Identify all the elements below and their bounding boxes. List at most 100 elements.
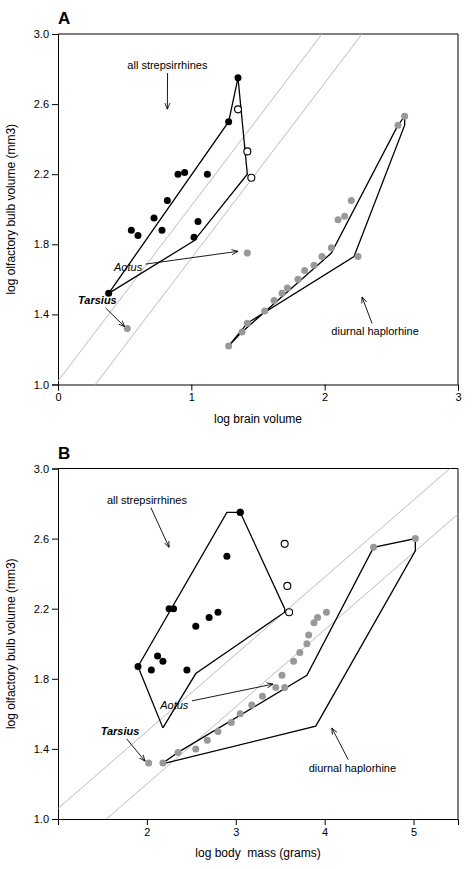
y-axis-label: log olfactory bulb volume (mm3) <box>4 124 18 295</box>
tick: 2.6 <box>34 98 58 110</box>
point-group <box>145 759 152 766</box>
point <box>204 737 211 744</box>
tick: 2.2 <box>34 168 58 180</box>
point <box>284 285 291 292</box>
tick-label: 3 <box>455 391 461 403</box>
point-group <box>237 509 244 516</box>
y-axis: 1.01.41.82.22.63.0 <box>34 28 59 391</box>
annotation-arrow <box>146 251 238 264</box>
point <box>159 759 166 766</box>
point <box>215 609 222 616</box>
point <box>145 759 152 766</box>
point <box>284 582 291 589</box>
point <box>323 609 330 616</box>
point <box>335 216 342 223</box>
point-group <box>105 118 232 297</box>
annotation-arrow <box>362 297 372 324</box>
point <box>228 719 235 726</box>
point <box>261 307 268 314</box>
tick-label: 2 <box>144 826 150 838</box>
marks <box>58 34 458 385</box>
tick: 3 <box>233 819 239 838</box>
hull-line <box>163 539 415 763</box>
x-axis: 0123 <box>55 385 461 404</box>
tick-mark <box>191 385 192 391</box>
point <box>319 253 326 260</box>
point <box>279 290 286 297</box>
tick-mark <box>52 469 58 470</box>
point <box>183 667 190 674</box>
tick: 4 <box>322 819 328 838</box>
point <box>151 215 158 222</box>
x-axis: 2345 <box>59 819 459 838</box>
tick: 1.4 <box>34 743 58 755</box>
point <box>235 74 242 81</box>
tick-mark <box>236 819 237 825</box>
annotation: diurnal haplorhine <box>309 762 396 774</box>
hull-line <box>229 116 405 346</box>
reference-line <box>58 34 458 381</box>
point <box>348 197 355 204</box>
point <box>237 509 244 516</box>
tick-mark <box>52 679 58 680</box>
tick-label: 3.0 <box>34 463 49 475</box>
title: B <box>58 444 70 463</box>
tick-mark <box>52 244 58 245</box>
point <box>206 614 213 621</box>
point <box>195 218 202 225</box>
point-group <box>244 250 251 257</box>
tick-label: 2.2 <box>34 603 49 615</box>
tick-label: 2.6 <box>34 533 49 545</box>
point-group <box>124 325 131 332</box>
annotations: all strepsirrhinesAotusTarsiusdiurnal ha… <box>78 59 419 337</box>
tick-mark <box>52 34 58 35</box>
tick-label: 1 <box>189 391 195 403</box>
tick-mark <box>52 385 58 386</box>
tick-label: 2.2 <box>34 168 49 180</box>
point <box>192 745 199 752</box>
annotation-arrow <box>151 508 169 548</box>
annotation-arrow <box>167 73 168 109</box>
point <box>148 667 155 674</box>
annotation: diurnal haplorhine <box>331 325 418 337</box>
point <box>204 171 211 178</box>
point <box>248 702 255 709</box>
tick: 1.4 <box>34 308 58 320</box>
point <box>239 328 246 335</box>
point <box>244 148 251 155</box>
tick-label: 4 <box>322 826 328 838</box>
point <box>303 640 310 647</box>
title: A <box>58 9 70 28</box>
tick-mark <box>458 385 459 391</box>
point <box>286 609 293 616</box>
annotation: all strepsirrhines <box>127 59 208 71</box>
point-group <box>235 74 242 81</box>
point <box>259 693 266 700</box>
annotations: all strepsirrhinesAotusTarsiusdiurnal ha… <box>101 494 396 774</box>
axis-line <box>59 385 459 391</box>
tick-mark <box>52 539 58 540</box>
point <box>135 232 142 239</box>
point <box>412 535 419 542</box>
tick: 1.8 <box>34 238 58 250</box>
tick: 3.0 <box>34 463 58 475</box>
point <box>244 320 251 327</box>
point <box>314 614 321 621</box>
point <box>192 623 199 630</box>
point <box>235 106 242 113</box>
point <box>296 649 303 656</box>
point <box>395 122 402 129</box>
tick: 1.0 <box>34 379 58 391</box>
point <box>191 234 198 241</box>
tick-mark <box>325 819 326 825</box>
point <box>248 174 255 181</box>
point <box>159 658 166 665</box>
tick-mark <box>147 819 148 825</box>
point <box>135 663 142 670</box>
point <box>164 197 171 204</box>
frame <box>58 468 458 469</box>
point-group <box>225 113 408 350</box>
point <box>281 540 288 547</box>
tick-label: 0 <box>55 391 61 403</box>
point <box>328 244 335 251</box>
